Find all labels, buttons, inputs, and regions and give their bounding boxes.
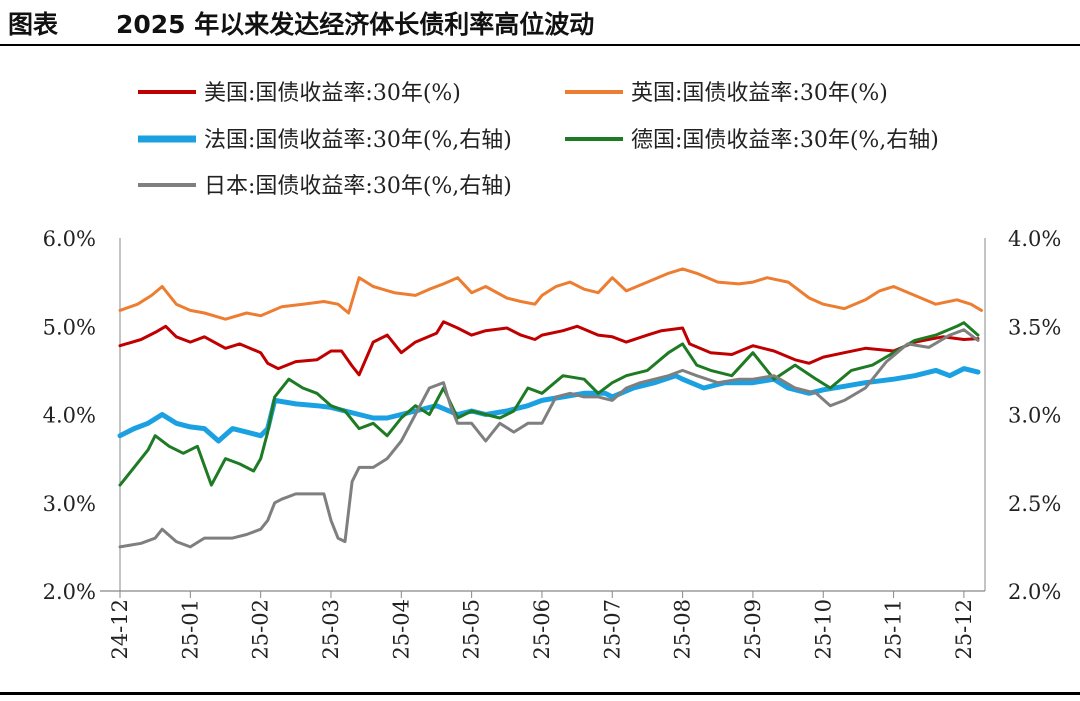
series-line-de — [118, 321, 980, 487]
x-tick-label: 25-06 — [530, 599, 554, 660]
series-line-us — [118, 320, 980, 377]
x-tick-label: 25-12 — [952, 599, 976, 660]
x-tick-label: 25-03 — [319, 599, 343, 660]
x-tick-label: 25-07 — [600, 599, 624, 660]
series-line-uk — [118, 267, 983, 321]
x-tick-label: 25-02 — [249, 599, 273, 660]
x-tick-label: 25-11 — [882, 599, 906, 660]
x-tick-label: 25-05 — [460, 599, 484, 660]
y-right-tick-label: 3.0% — [1008, 404, 1061, 428]
bottom-rule — [0, 692, 1080, 695]
x-tick-label: 25-01 — [178, 599, 202, 660]
y-left-tick-label: 5.0% — [43, 315, 96, 339]
series-line-fr — [117, 366, 981, 444]
x-tick-label: 25-08 — [671, 599, 695, 660]
x-tick-label: 25-09 — [741, 599, 765, 660]
y-left-tick-label: 2.0% — [43, 580, 96, 604]
y-left-tick-label: 4.0% — [43, 404, 96, 428]
legend-label-de: 德国:国债收益率:30年(%,右轴) — [631, 128, 939, 153]
legend: 美国:国债收益率:30年(%) 英国:国债收益率:30年(%) 法国:国债收益率:3… — [138, 81, 939, 199]
y-right-tick-label: 4.0% — [1008, 227, 1061, 251]
x-tick-label: 25-04 — [389, 599, 413, 660]
y-right-tick-label: 3.5% — [1008, 315, 1061, 339]
legend-label-fr: 法国:国债收益率:30年(%,右轴) — [204, 128, 512, 153]
x-tick-label: 25-10 — [811, 599, 835, 660]
legend-label-uk: 英国:国债收益率:30年(%) — [631, 81, 888, 106]
legend-label-jp: 日本:国债收益率:30年(%,右轴) — [204, 174, 512, 199]
chart-title: 2025 年以来发达经济体长债利率高位波动 — [116, 10, 595, 39]
header: 图表 2025 年以来发达经济体长债利率高位波动 — [0, 0, 1080, 44]
legend-label-us: 美国:国债收益率:30年(%) — [204, 81, 461, 106]
figure-label: 图表 — [8, 10, 59, 39]
y-right-tick-label: 2.0% — [1008, 580, 1061, 604]
axes: 2.0% 3.0% 4.0% 5.0% 6.0% 2.0% 2.5% 3.0% 3.5% 4.0%… — [43, 227, 1062, 660]
y-right-tick-label: 2.5% — [1008, 492, 1061, 516]
y-left-tick-label: 6.0% — [43, 227, 96, 251]
series-group — [117, 267, 983, 549]
y-left-tick-label: 3.0% — [43, 492, 96, 516]
x-tick-label: 24-12 — [108, 599, 132, 660]
top-rule — [0, 44, 1080, 46]
series-line-jp — [118, 328, 980, 549]
